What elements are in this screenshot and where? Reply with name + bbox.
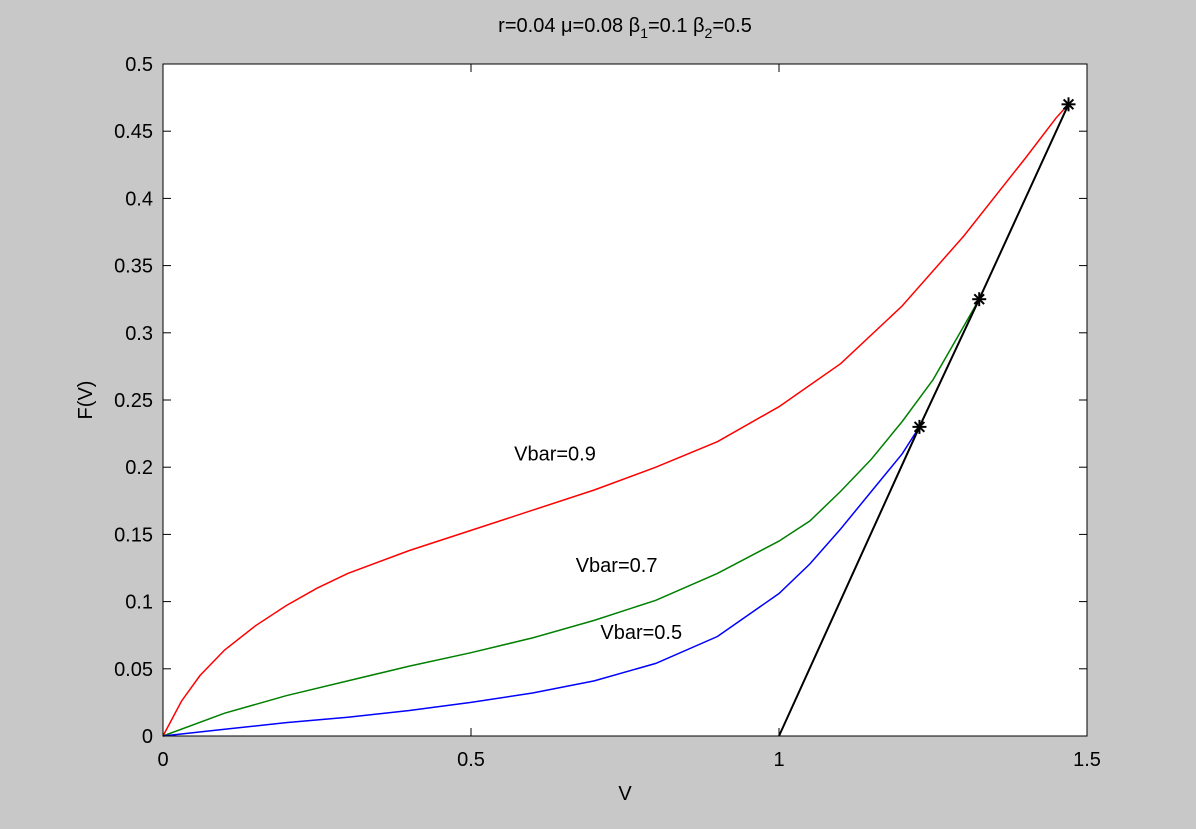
x-tick-label-2: 1 [773, 749, 784, 771]
y-tick-label-0: 0 [142, 726, 153, 748]
series-line-0 [162, 103, 1070, 737]
star-marker-1 [972, 292, 987, 307]
y-tick-label-10: 0.5 [125, 54, 153, 76]
x-tick-label-3: 1.5 [1073, 749, 1101, 771]
series-line-3 [778, 103, 1070, 737]
y-tick-label-9: 0.45 [114, 121, 153, 143]
chart-title: r=0.04 μ=0.08 β1=0.1 β2=0.5 [498, 15, 752, 41]
curve-annotation-2: Vbar=0.5 [600, 622, 682, 644]
x-tick-label-1: 0.5 [457, 749, 485, 771]
x-axis-label: V [618, 783, 632, 805]
curve-annotation-0: Vbar=0.9 [514, 443, 596, 465]
ticks-layer: 0 0.5 1 1.5 0 0.05 0.1 0.15 0.2 0.25 0.3 0.35 0.4 0.4… [114, 54, 1101, 771]
y-tick-label-6: 0.3 [125, 323, 153, 345]
marker-layer [912, 97, 1076, 434]
series-line-2 [162, 426, 921, 737]
y-axis-label: F(V) [75, 381, 97, 420]
star-marker-0 [912, 419, 927, 434]
y-tick-label-1: 0.05 [114, 659, 153, 681]
x-tick-label-0: 0 [157, 749, 168, 771]
curve-annotation-1: Vbar=0.7 [576, 555, 658, 577]
y-tick-label-8: 0.4 [125, 188, 153, 210]
y-tick-label-5: 0.25 [114, 390, 153, 412]
y-tick-label-3: 0.15 [114, 524, 153, 546]
series-line-1 [162, 298, 980, 737]
annotation-layer: Vbar=0.9 Vbar=0.7 Vbar=0.5 [514, 443, 682, 644]
series-layer [162, 103, 1070, 737]
y-tick-label-7: 0.35 [114, 256, 153, 278]
y-tick-label-4: 0.2 [125, 457, 153, 479]
star-marker-2 [1061, 97, 1076, 112]
y-tick-label-2: 0.1 [125, 592, 153, 614]
